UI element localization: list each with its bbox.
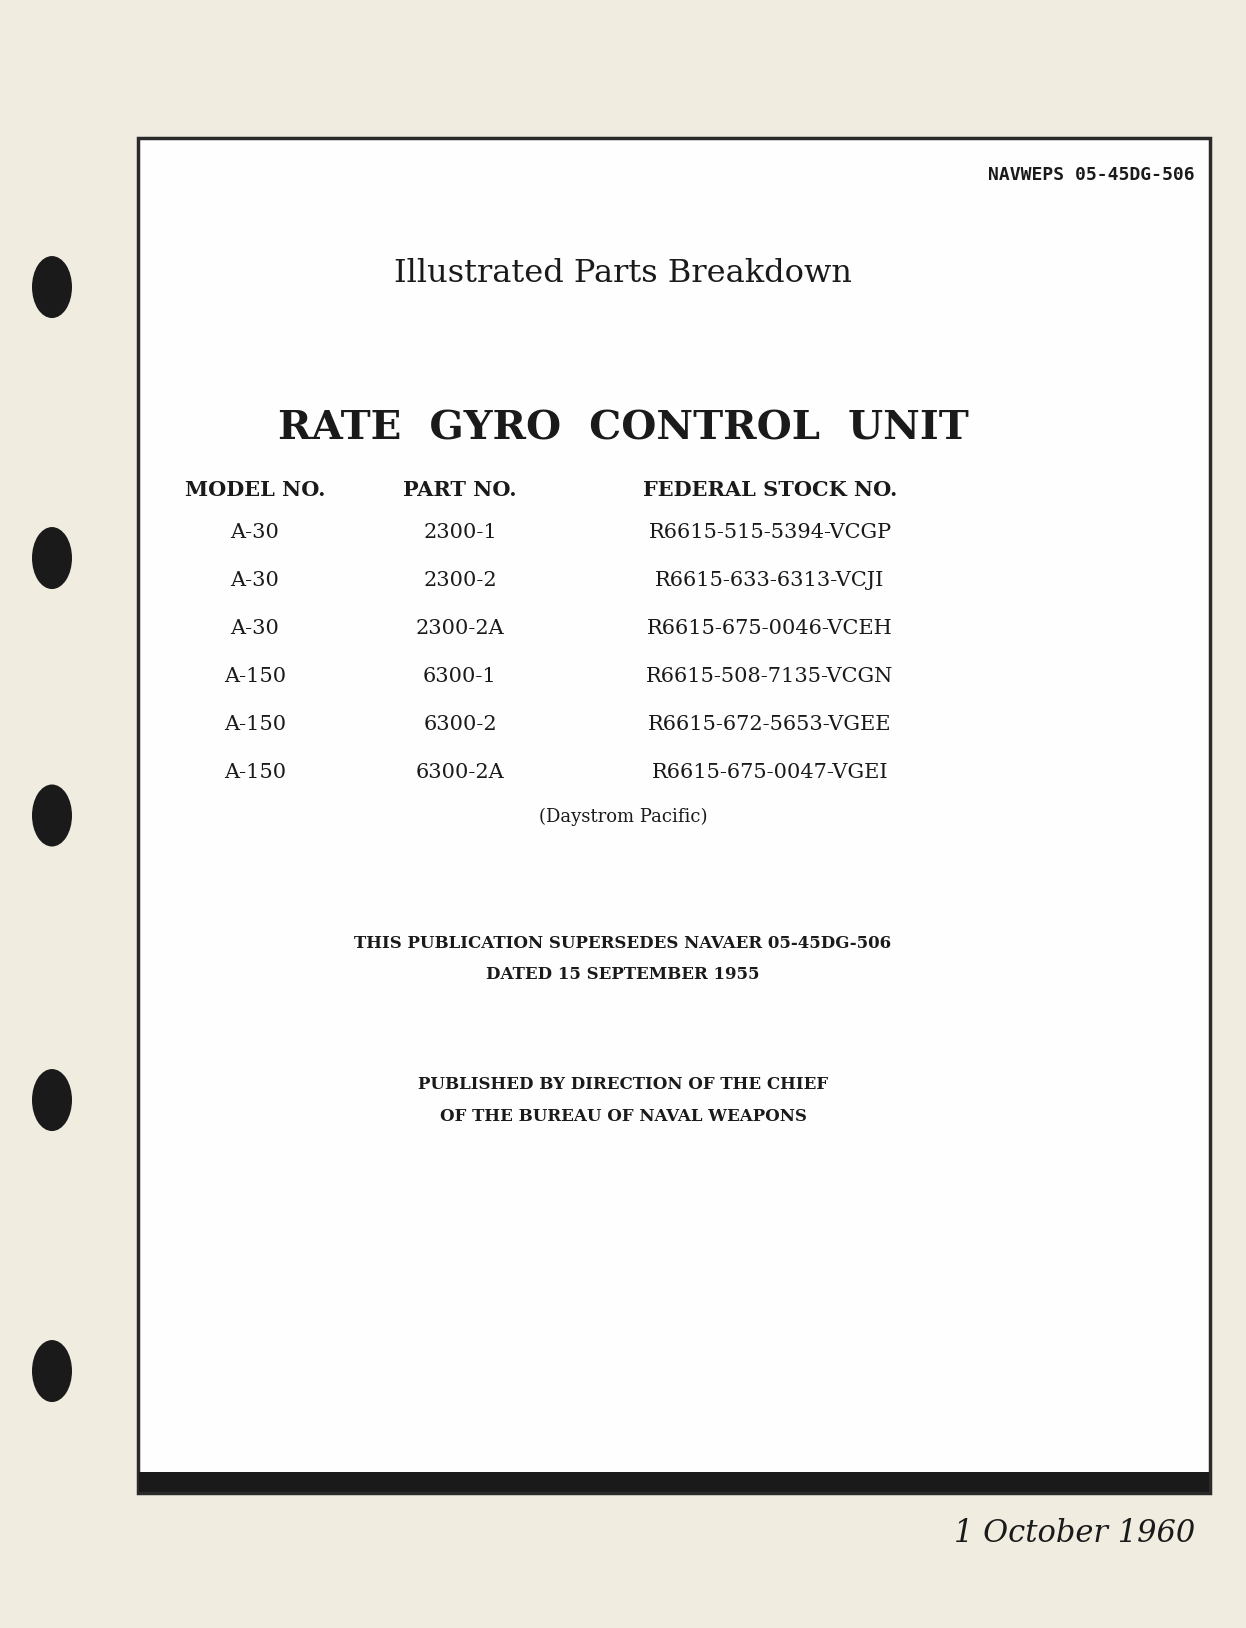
Text: R6615-675-0046-VCEH: R6615-675-0046-VCEH: [647, 619, 893, 638]
Text: NAVWEPS 05-45DG-506: NAVWEPS 05-45DG-506: [988, 166, 1195, 184]
Text: R6615-515-5394-VCGP: R6615-515-5394-VCGP: [648, 523, 892, 542]
Text: RATE  GYRO  CONTROL  UNIT: RATE GYRO CONTROL UNIT: [278, 410, 968, 448]
Text: A-150: A-150: [224, 764, 287, 781]
Text: MODEL NO.: MODEL NO.: [184, 480, 325, 500]
Text: 1 October 1960: 1 October 1960: [953, 1517, 1195, 1548]
Text: 2300-2: 2300-2: [424, 571, 497, 589]
Text: DATED 15 SEPTEMBER 1955: DATED 15 SEPTEMBER 1955: [486, 965, 760, 983]
Text: Illustrated Parts Breakdown: Illustrated Parts Breakdown: [394, 257, 852, 290]
Ellipse shape: [32, 527, 72, 589]
Text: (Daystrom Pacific): (Daystrom Pacific): [538, 807, 708, 827]
Text: OF THE BUREAU OF NAVAL WEAPONS: OF THE BUREAU OF NAVAL WEAPONS: [440, 1109, 806, 1125]
Text: A-30: A-30: [231, 619, 279, 638]
Text: 2300-1: 2300-1: [424, 523, 497, 542]
Text: 6300-2: 6300-2: [424, 715, 497, 734]
Text: R6615-675-0047-VGEI: R6615-675-0047-VGEI: [652, 764, 888, 781]
Bar: [140, 1472, 1209, 1491]
Ellipse shape: [32, 256, 72, 317]
Text: A-30: A-30: [231, 571, 279, 589]
Text: A-150: A-150: [224, 667, 287, 685]
Text: THIS PUBLICATION SUPERSEDES NAVAER 05-45DG-506: THIS PUBLICATION SUPERSEDES NAVAER 05-45…: [354, 934, 892, 952]
Text: 6300-1: 6300-1: [424, 667, 497, 685]
Text: 2300-2A: 2300-2A: [416, 619, 505, 638]
Text: 6300-2A: 6300-2A: [416, 764, 505, 781]
Text: PUBLISHED BY DIRECTION OF THE CHIEF: PUBLISHED BY DIRECTION OF THE CHIEF: [417, 1076, 829, 1092]
Text: PART NO.: PART NO.: [404, 480, 517, 500]
Text: R6615-633-6313-VCJI: R6615-633-6313-VCJI: [655, 571, 885, 589]
Text: R6615-672-5653-VGEE: R6615-672-5653-VGEE: [648, 715, 892, 734]
Ellipse shape: [32, 1070, 72, 1131]
Ellipse shape: [32, 785, 72, 847]
Bar: [138, 138, 1210, 1493]
Text: FEDERAL STOCK NO.: FEDERAL STOCK NO.: [643, 480, 897, 500]
Text: A-150: A-150: [224, 715, 287, 734]
Text: R6615-508-7135-VCGN: R6615-508-7135-VCGN: [647, 667, 893, 685]
Ellipse shape: [32, 1340, 72, 1402]
Text: A-30: A-30: [231, 523, 279, 542]
